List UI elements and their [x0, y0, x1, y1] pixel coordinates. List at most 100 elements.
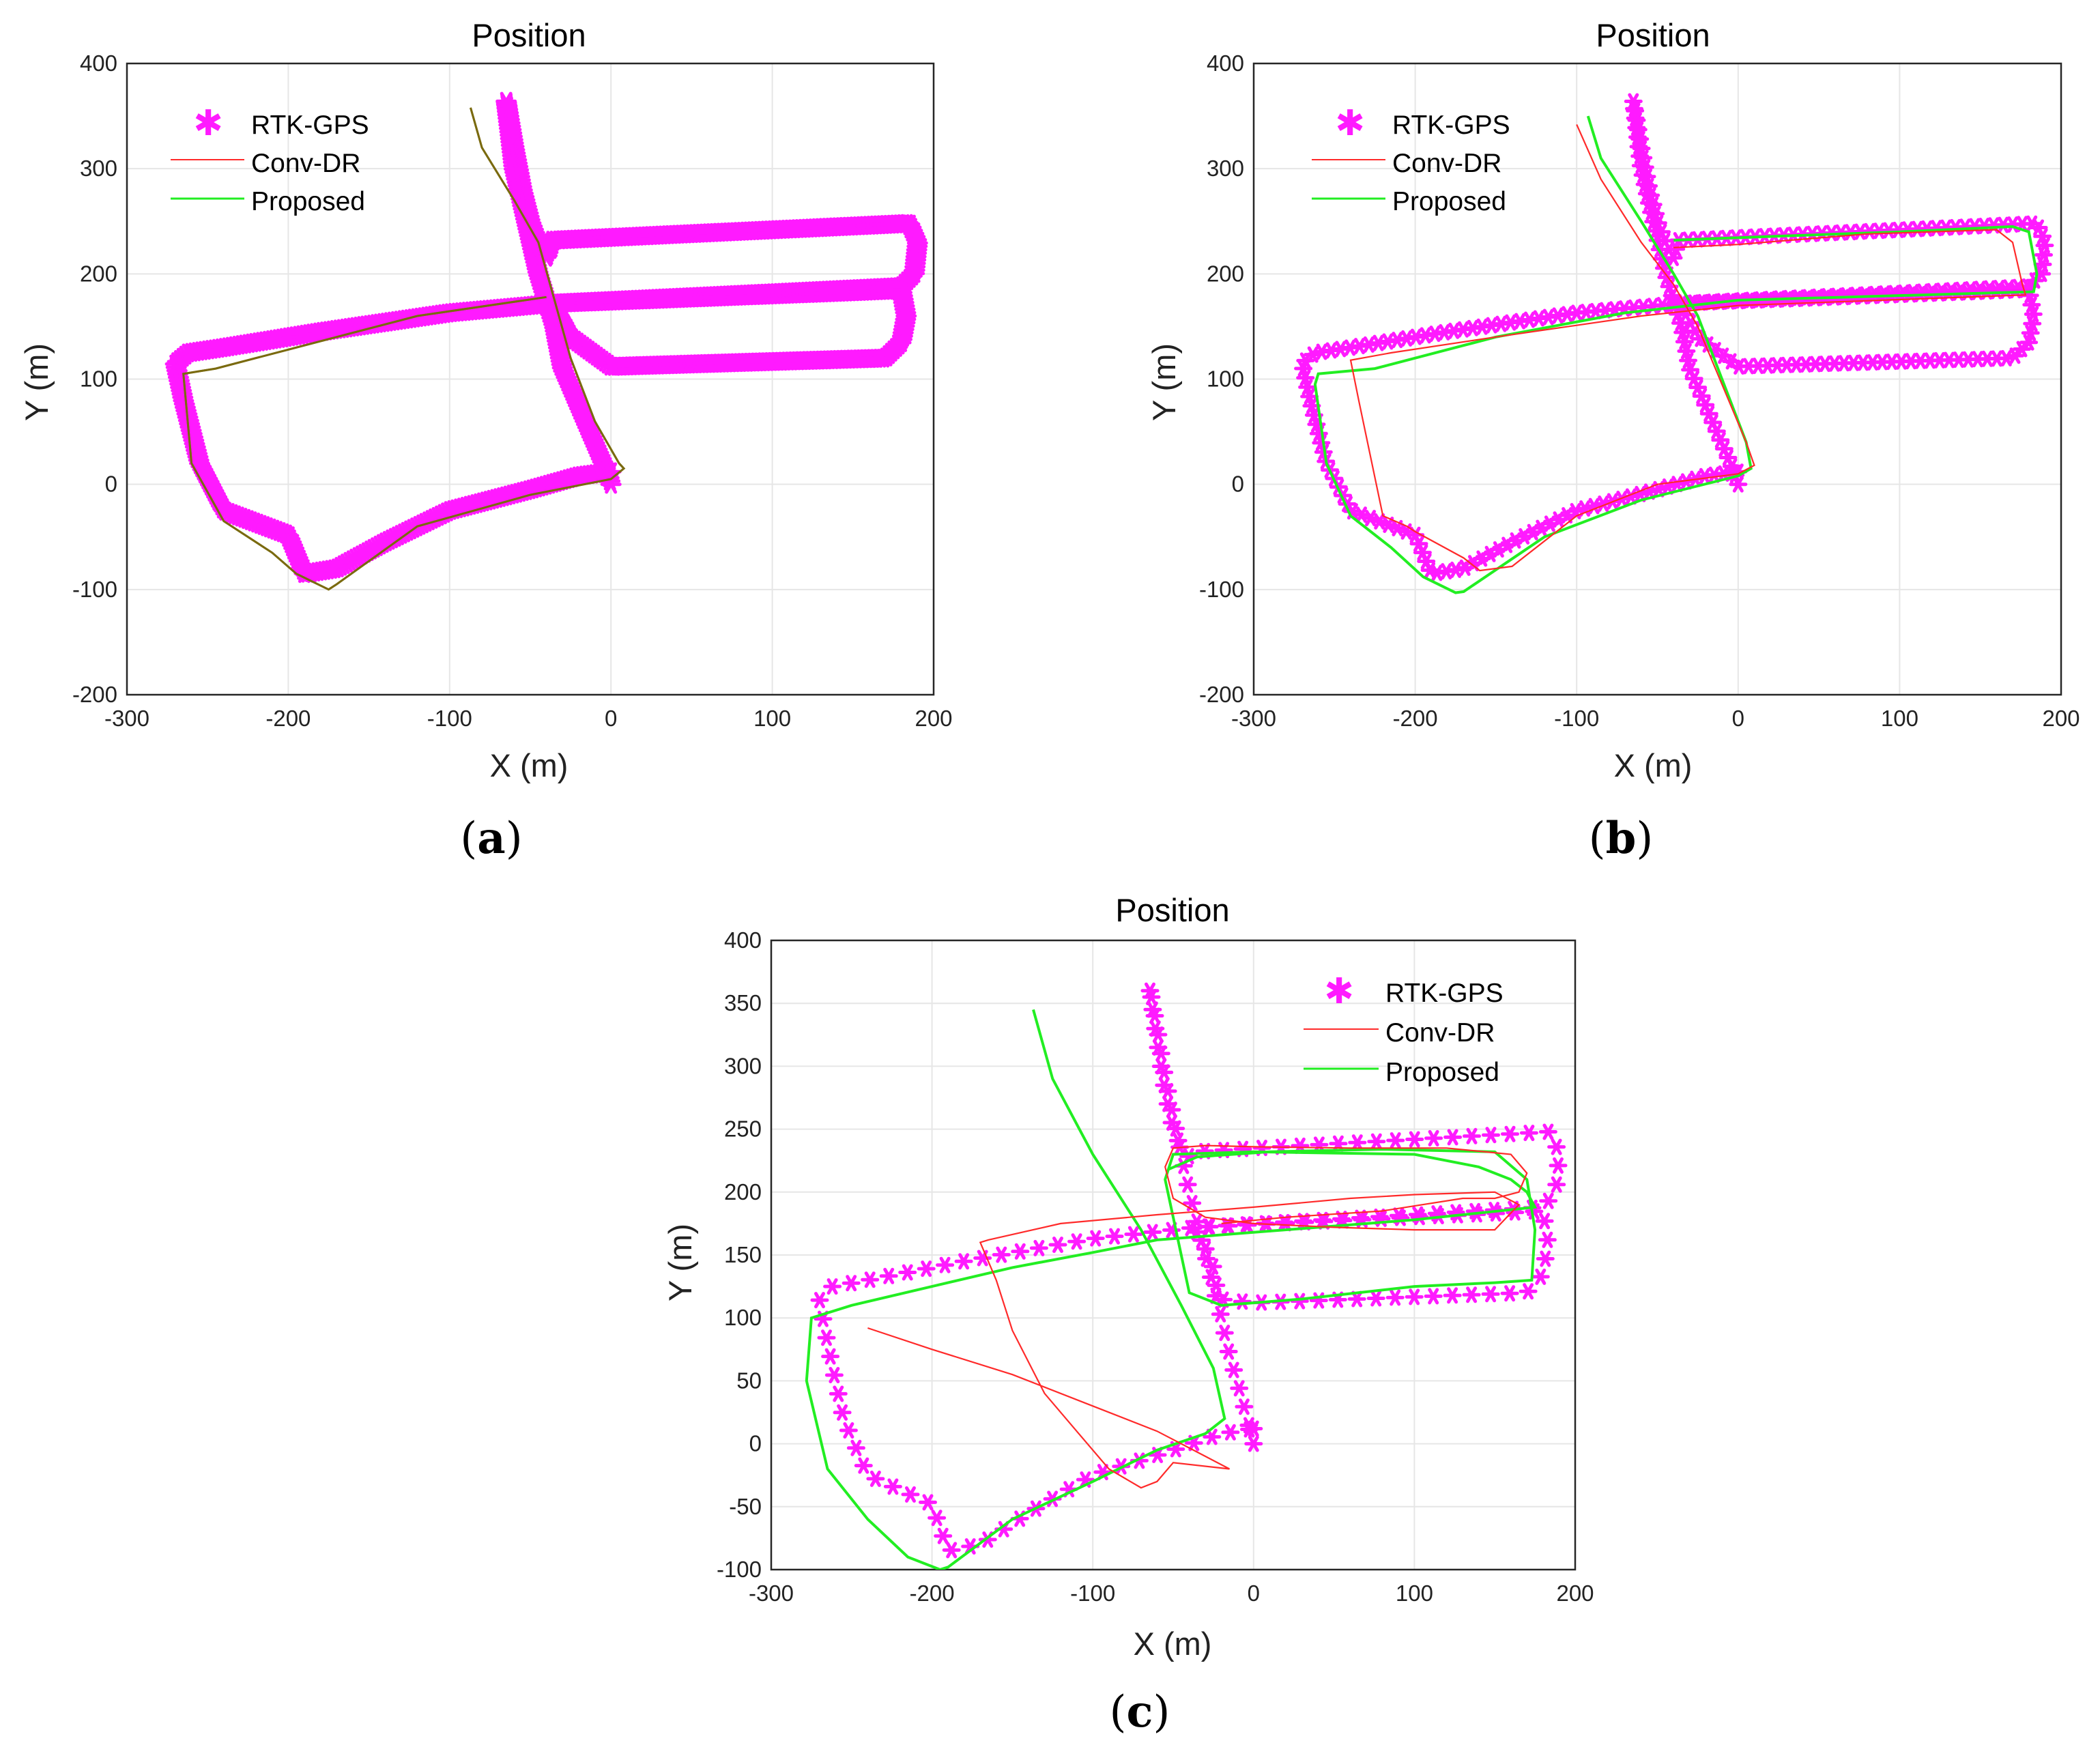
- rtk-gps-marker: [1086, 1230, 1105, 1247]
- x-tick-label: -200: [265, 706, 311, 731]
- rtk-gps-marker: [824, 1367, 844, 1383]
- rtk-gps-marker: [1643, 196, 1663, 213]
- x-tick-label: 0: [1248, 1581, 1260, 1606]
- panel-b: Position -300 -200 -100 0 100 200-200-1000100…: [1146, 17, 2080, 864]
- rtk-gps-marker: [1105, 1228, 1124, 1245]
- x-tick-label: 200: [2042, 706, 2080, 731]
- y-tick-label: 50: [736, 1368, 762, 1393]
- rtk-gps-marker: [942, 1542, 961, 1559]
- x-tick-label: -200: [1393, 706, 1438, 731]
- chart-title: Position: [472, 17, 586, 53]
- rtk-gps-marker: [1667, 476, 1686, 493]
- rtk-gps-marker: [1067, 1233, 1087, 1250]
- y-tick-label: -100: [717, 1557, 762, 1582]
- rtk-gps-marker: [1646, 205, 1665, 222]
- y-tick-label: 0: [1232, 472, 1244, 497]
- y-tick-label: 400: [724, 927, 762, 953]
- rtk-gps-marker: [919, 1494, 937, 1511]
- y-axis-label: Y (m): [662, 1224, 698, 1301]
- rtk-gps-marker: [1640, 483, 1659, 500]
- plot-series: [164, 91, 928, 591]
- y-tick-label: 0: [105, 472, 117, 497]
- rtk-gps-marker: [1143, 1001, 1162, 1018]
- conv-dr-series: [1349, 124, 2027, 572]
- legend: ✱ RTK-GPS Conv-DR Proposed: [171, 103, 369, 216]
- rtk-gps-marker: [1235, 1398, 1254, 1415]
- x-axis-label: X (m): [1614, 747, 1693, 783]
- rtk-gps-marker: [992, 1246, 1011, 1263]
- rtk-gps-marker: [1424, 1288, 1443, 1305]
- x-tick-label: 200: [1556, 1581, 1594, 1606]
- rtk-gps-marker: [817, 1329, 836, 1346]
- x-tick-label: -100: [1554, 706, 1599, 731]
- rtk-gps-marker: [1181, 1220, 1200, 1237]
- rtk-gps-marker: [1168, 1132, 1188, 1149]
- proposed-series: [182, 107, 626, 591]
- x-tick-label: -100: [427, 706, 472, 731]
- legend-label-proposed: Proposed: [1392, 187, 1506, 216]
- proposed-series: [805, 1009, 1538, 1570]
- rtk-gps-marker: [1405, 1131, 1424, 1148]
- rtk-gps-marker: [842, 1275, 861, 1292]
- rtk-gps-marker: [846, 1439, 865, 1456]
- legend: ✱ RTK-GPS Conv-DR Proposed: [1304, 971, 1504, 1087]
- panel-a: Position -300 -200 -100 0 100 200-200-1000100…: [18, 17, 953, 864]
- rtk-gps-marker: [1481, 1286, 1500, 1303]
- rtk-gps-marker: [1405, 1288, 1424, 1305]
- rtk-gps-marker: [898, 1264, 917, 1281]
- rtk-gps-marker: [1575, 500, 1594, 517]
- x-tick-label: 100: [1881, 706, 1918, 731]
- rtk-gps-marker: [1178, 1176, 1197, 1193]
- rtk-gps-marker: [1048, 1237, 1067, 1253]
- rtk-gps-marker: [1462, 1286, 1481, 1303]
- rtk-gps-marker: [1501, 1125, 1519, 1142]
- rtk-gps-marker: [833, 1404, 852, 1421]
- proposed-series: [1313, 115, 2039, 594]
- rtk-gps-marker: [1224, 1361, 1243, 1379]
- panel-label-c: (c): [1110, 1686, 1170, 1737]
- rtk-gps-marker: [1244, 1435, 1263, 1452]
- x-tick-label: 0: [1732, 706, 1744, 731]
- plot-frame: [770, 939, 1577, 1571]
- rtk-gps-marker: [1149, 1039, 1168, 1056]
- rtk-gps-marker: [1290, 1293, 1309, 1310]
- legend-label-rtk: RTK-GPS: [1392, 111, 1510, 140]
- plot-area-c: -300 -200 -100 0 100 200 -100 -50 0 50 100 150 200 25…: [717, 927, 1594, 1606]
- y-tick-label: 200: [80, 261, 117, 286]
- legend-marker-rtk: ✱: [193, 103, 223, 144]
- rtk-gps-marker: [1151, 1058, 1170, 1075]
- rtk-gps-marker: [1029, 1239, 1048, 1256]
- rtk-gps-series: [164, 91, 928, 583]
- rtk-gps-marker: [1143, 1224, 1162, 1241]
- rtk-gps-marker: [1230, 1380, 1249, 1397]
- x-tick-label: 200: [915, 706, 952, 731]
- conv-dr-series: [867, 1144, 1528, 1489]
- chart-title: Position: [1596, 17, 1710, 53]
- rtk-gps-marker: [1386, 1132, 1405, 1149]
- rtk-gps-marker: [1347, 1290, 1366, 1308]
- y-tick-label: 400: [80, 51, 117, 76]
- rtk-gps-marker: [2006, 347, 2024, 364]
- y-tick-label: -200: [72, 682, 117, 707]
- rtk-gps-marker: [1366, 1290, 1385, 1307]
- rtk-gps-marker: [1536, 1250, 1555, 1267]
- chart-title: Position: [1115, 892, 1229, 928]
- rtk-gps-marker: [1667, 241, 1686, 257]
- rtk-gps-marker: [1538, 1231, 1557, 1248]
- legend-label-proposed: Proposed: [251, 187, 365, 216]
- rtk-gps-marker: [1446, 561, 1465, 578]
- rtk-gps-marker: [1219, 1217, 1238, 1235]
- legend-marker-rtk: ✱: [1335, 103, 1365, 144]
- rtk-gps-marker: [1535, 1213, 1554, 1230]
- rtk-gps-marker: [1302, 397, 1321, 414]
- rtk-gps-marker: [861, 1271, 880, 1288]
- y-tick-label: -100: [1199, 577, 1244, 602]
- rtk-gps-marker: [1140, 982, 1160, 999]
- rtk-gps-marker: [1162, 1114, 1181, 1131]
- legend-label-proposed: Proposed: [1385, 1058, 1499, 1087]
- rtk-gps-marker: [1211, 1305, 1230, 1323]
- legend-label-rtk: RTK-GPS: [251, 111, 369, 140]
- rtk-gps-marker: [823, 1278, 842, 1295]
